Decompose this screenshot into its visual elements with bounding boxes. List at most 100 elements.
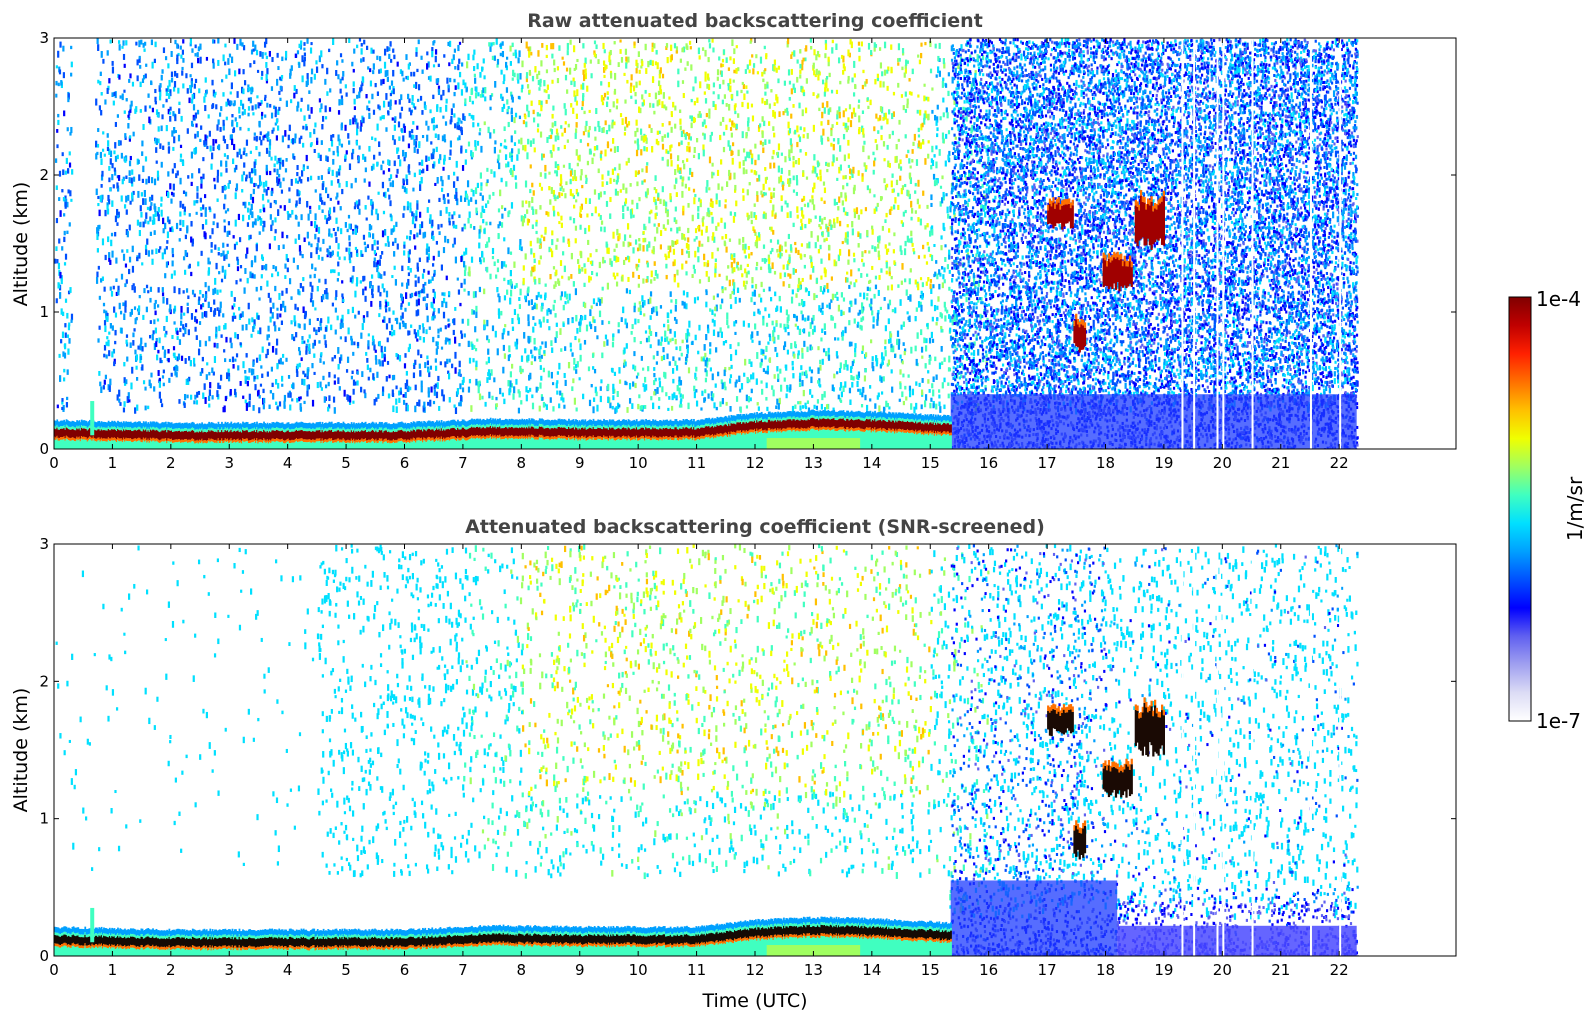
aerosol-cell bbox=[1352, 210, 1354, 213]
aerosol-cell bbox=[206, 374, 208, 380]
aerosol-cell bbox=[187, 303, 189, 306]
aerosol-cell bbox=[781, 206, 783, 212]
aerosol-cell bbox=[569, 68, 571, 75]
aerosol-cell bbox=[156, 355, 158, 361]
aerosol-cell bbox=[356, 45, 358, 48]
aerosol-cell bbox=[261, 71, 263, 76]
aerosol-cell bbox=[337, 227, 339, 232]
aerosol-cell bbox=[735, 297, 737, 304]
aerosol-cell bbox=[111, 92, 113, 97]
aerosol-cell bbox=[687, 203, 689, 208]
aerosol-cell bbox=[653, 223, 655, 226]
aerosol-cell bbox=[942, 81, 944, 88]
aerosol-cell bbox=[165, 99, 167, 103]
aerosol-cell bbox=[571, 253, 573, 259]
aerosol-cell bbox=[1308, 194, 1310, 198]
aerosol-cell bbox=[896, 180, 898, 185]
aerosol-cell bbox=[567, 300, 569, 303]
aerosol-cell bbox=[713, 330, 715, 336]
aerosol-cell bbox=[443, 54, 445, 57]
aerosol-cell bbox=[807, 133, 809, 139]
aerosol-cell bbox=[955, 137, 957, 140]
aerosol-cell bbox=[484, 121, 486, 125]
aerosol-cell bbox=[849, 104, 851, 109]
aerosol-cell bbox=[817, 399, 819, 403]
aerosol-cell bbox=[238, 307, 240, 311]
aerosol-cell bbox=[816, 295, 818, 298]
aerosol-cell bbox=[467, 180, 469, 187]
aerosol-cell bbox=[311, 264, 313, 270]
aerosol-cell bbox=[514, 142, 516, 146]
aerosol-cell bbox=[325, 187, 327, 193]
aerosol-cell bbox=[549, 274, 551, 279]
aerosol-cell bbox=[406, 283, 408, 289]
aerosol-cell bbox=[779, 369, 781, 374]
aerosol-cell bbox=[291, 210, 293, 215]
aerosol-cell bbox=[265, 181, 267, 187]
aerosol-cell bbox=[162, 104, 164, 108]
aerosol-cell bbox=[376, 268, 378, 272]
aerosol-cell bbox=[545, 90, 547, 93]
aerosol-cell bbox=[217, 198, 219, 201]
aerosol-cell bbox=[942, 282, 944, 288]
aerosol-cell bbox=[291, 179, 293, 186]
aerosol-cell bbox=[138, 253, 140, 259]
aerosol-cell bbox=[371, 244, 373, 250]
aerosol-cell bbox=[881, 126, 883, 130]
aerosol-cell bbox=[169, 116, 171, 122]
aerosol-cell bbox=[139, 230, 141, 236]
aerosol-cell bbox=[348, 235, 350, 240]
aerosol-cell bbox=[616, 99, 618, 104]
aerosol-cell bbox=[602, 43, 604, 49]
aerosol-cell bbox=[505, 163, 507, 167]
aerosol-cell bbox=[480, 172, 482, 178]
aerosol-cell bbox=[132, 82, 134, 87]
aerosol-cell bbox=[220, 302, 222, 308]
aerosol-cell bbox=[527, 139, 529, 145]
aerosol-cell bbox=[373, 155, 375, 160]
aerosol-cell bbox=[174, 114, 176, 121]
aerosol-cell bbox=[231, 114, 233, 117]
aerosol-cell bbox=[627, 57, 629, 63]
aerosol-cell bbox=[742, 195, 744, 201]
aerosol-cell bbox=[796, 142, 798, 147]
aerosol-cell bbox=[167, 231, 169, 238]
aerosol-cell bbox=[538, 87, 540, 91]
aerosol-cell bbox=[780, 385, 782, 392]
aerosol-cell bbox=[1004, 219, 1006, 222]
aerosol-cell bbox=[190, 272, 192, 276]
aerosol-cell bbox=[323, 202, 325, 206]
aerosol-cell bbox=[275, 113, 277, 117]
aerosol-cell bbox=[988, 109, 990, 115]
aerosol-cell bbox=[99, 326, 101, 330]
aerosol-cell bbox=[923, 84, 925, 87]
aerosol-cell bbox=[579, 377, 581, 380]
aerosol-cell bbox=[915, 381, 917, 385]
aerosol-cell bbox=[551, 187, 553, 194]
aerosol-cell bbox=[891, 181, 893, 188]
aerosol-cell bbox=[229, 181, 231, 184]
aerosol-cell bbox=[503, 328, 505, 332]
aerosol-cell bbox=[148, 250, 150, 256]
aerosol-cell bbox=[748, 359, 750, 364]
aerosol-cell bbox=[646, 166, 648, 173]
aerosol-cell bbox=[864, 395, 866, 400]
aerosol-cell bbox=[98, 266, 100, 270]
aerosol-cell bbox=[510, 111, 512, 114]
aerosol-cell bbox=[479, 132, 481, 135]
aerosol-cell bbox=[917, 283, 919, 290]
aerosol-cell bbox=[822, 359, 824, 365]
aerosol-cell bbox=[637, 319, 639, 323]
aerosol-cell bbox=[710, 212, 712, 215]
aerosol-cell bbox=[638, 107, 640, 113]
aerosol-cell bbox=[291, 398, 293, 401]
aerosol-cell bbox=[309, 132, 311, 138]
aerosol-cell bbox=[694, 269, 696, 274]
aerosol-cell bbox=[61, 246, 63, 250]
aerosol-cell bbox=[773, 150, 775, 155]
aerosol-cell bbox=[836, 178, 838, 181]
aerosol-cell bbox=[220, 160, 222, 166]
aerosol-cell bbox=[581, 267, 583, 272]
aerosol-cell bbox=[576, 114, 578, 119]
aerosol-cell bbox=[789, 274, 791, 279]
